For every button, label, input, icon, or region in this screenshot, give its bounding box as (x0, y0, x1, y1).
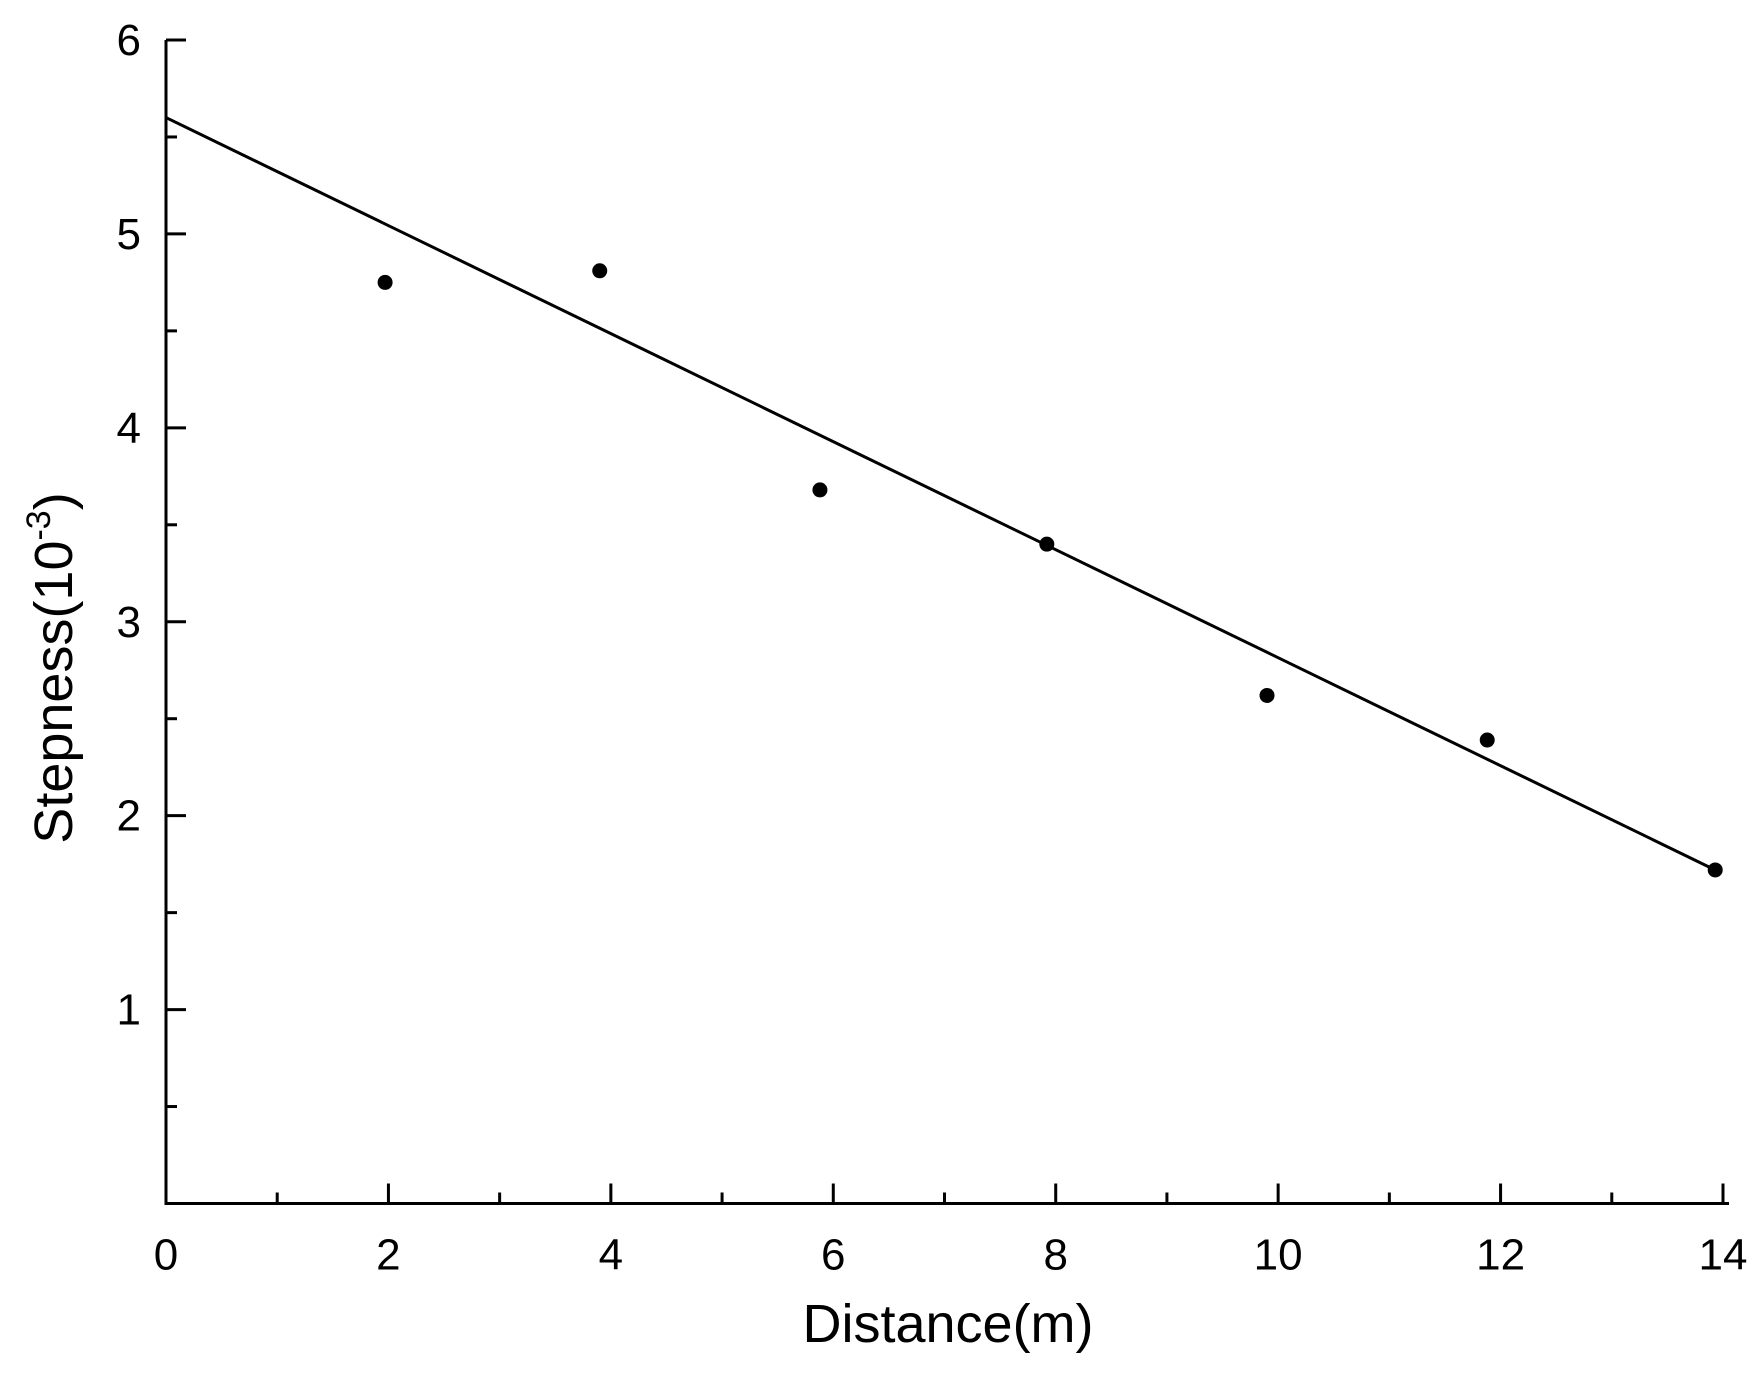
y-axis-title: Stepness(10-3) (20, 492, 84, 843)
x-tick-label: 12 (1476, 1231, 1525, 1280)
y-tick-label: 1 (117, 986, 141, 1035)
x-tick-label: 4 (599, 1231, 623, 1280)
x-tick-label: 8 (1043, 1231, 1067, 1280)
y-tick-label: 5 (117, 210, 141, 259)
fit-line (165, 116, 1716, 872)
data-point (1039, 536, 1055, 552)
data-point (1259, 687, 1275, 703)
data-point (377, 274, 393, 290)
tick-marks (164, 38, 1725, 1204)
data-point (1479, 732, 1495, 748)
axes (164, 40, 1729, 1205)
y-tick-label: 6 (117, 16, 141, 65)
y-axis-title-exponent: -3 (20, 510, 58, 540)
data-point (1707, 862, 1723, 878)
data-point (812, 482, 828, 498)
y-axis-title-close: ) (24, 492, 84, 510)
x-tick-label: 2 (376, 1231, 400, 1280)
x-axis-title: Distance(m) (802, 1294, 1093, 1354)
x-tick-label: 0 (154, 1231, 178, 1280)
x-tick-label: 10 (1254, 1231, 1303, 1280)
x-tick-label: 14 (1699, 1231, 1748, 1280)
series (165, 116, 1723, 878)
y-tick-label: 2 (117, 792, 141, 841)
y-tick-label: 4 (117, 404, 141, 453)
y-tick-label: 3 (117, 598, 141, 647)
y-axis-title-main: Stepness(10 (24, 541, 84, 844)
x-tick-label: 6 (821, 1231, 845, 1280)
data-point (592, 263, 608, 279)
